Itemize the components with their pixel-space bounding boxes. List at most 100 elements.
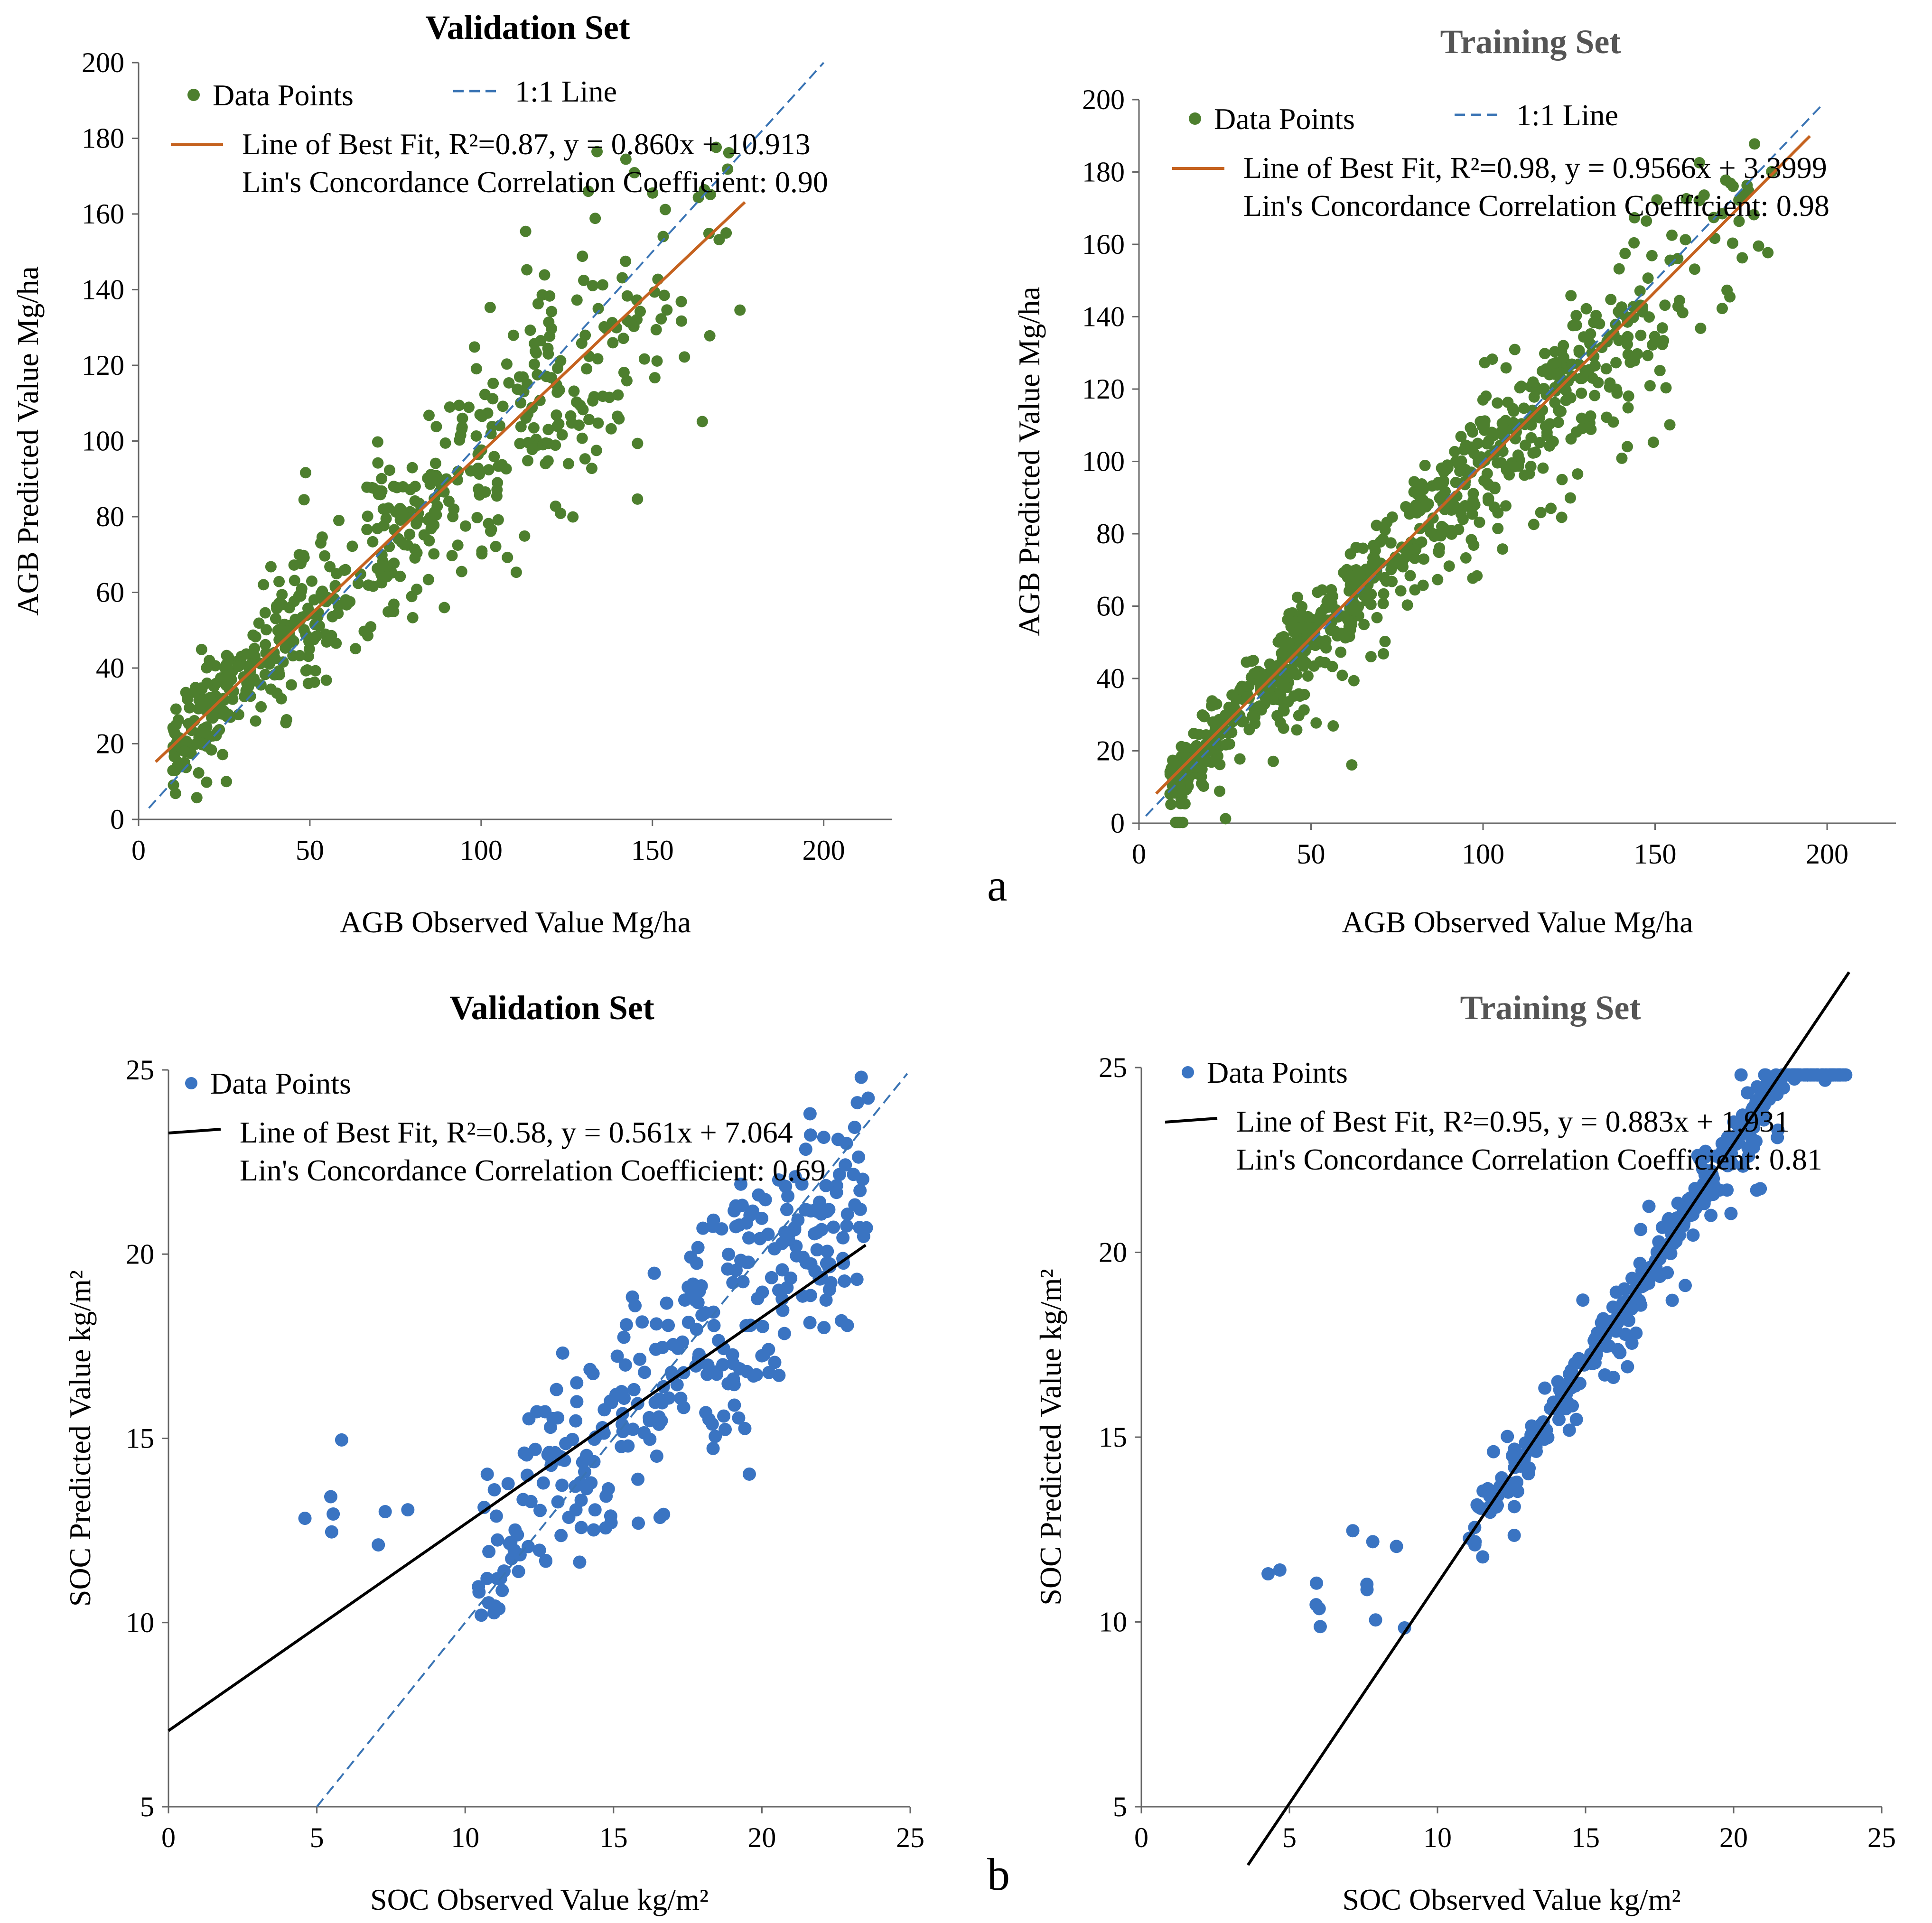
data-point	[803, 1316, 817, 1329]
data-point	[476, 545, 488, 557]
data-point	[1436, 462, 1447, 474]
data-point	[1642, 1199, 1656, 1213]
data-point	[1450, 476, 1462, 488]
data-point	[1512, 449, 1524, 461]
data-point	[632, 1516, 645, 1530]
data-point	[1586, 347, 1598, 359]
data-point	[1535, 507, 1547, 519]
data-point	[532, 1543, 546, 1557]
data-point	[333, 514, 345, 526]
data-point	[638, 1366, 652, 1379]
data-point	[1724, 291, 1736, 303]
data-point	[273, 665, 285, 677]
data-point	[203, 730, 215, 742]
data-point	[472, 1580, 485, 1594]
data-point	[1652, 1235, 1666, 1249]
data-point	[592, 353, 604, 365]
data-point	[1279, 641, 1291, 652]
data-point	[670, 1378, 684, 1392]
data-point	[249, 642, 261, 654]
y-tick-label: 80	[96, 501, 124, 532]
data-point	[574, 1521, 588, 1534]
data-point	[479, 486, 491, 498]
data-point	[1585, 423, 1597, 435]
data-point	[1346, 759, 1358, 771]
data-point	[1467, 495, 1479, 507]
data-point	[691, 1352, 705, 1366]
data-point	[1371, 612, 1383, 623]
x-tick-label: 15	[1571, 1822, 1600, 1853]
data-point	[285, 679, 297, 691]
data-point	[1509, 344, 1521, 355]
data-point	[1446, 525, 1457, 537]
y-tick-label: 60	[96, 577, 124, 608]
data-point	[551, 1495, 565, 1509]
data-point	[517, 371, 529, 383]
data-point	[238, 691, 250, 703]
data-point	[703, 228, 715, 240]
legend-fit-label: Line of Best Fit, R²=0.98, y = 0.9566x +…	[1243, 151, 1827, 185]
data-point	[1294, 622, 1306, 634]
data-point	[1206, 695, 1218, 707]
data-point	[831, 1133, 845, 1146]
data-point	[1431, 479, 1443, 491]
one-to-one-line	[316, 1073, 908, 1808]
data-point	[554, 1529, 568, 1542]
data-point	[259, 607, 271, 619]
data-point	[1277, 678, 1288, 690]
data-point	[1622, 441, 1633, 453]
data-point	[1556, 511, 1568, 523]
y-tick-label: 160	[82, 198, 124, 230]
data-point	[189, 738, 201, 750]
data-point	[362, 511, 373, 522]
data-point	[1267, 755, 1279, 767]
data-point	[404, 529, 416, 540]
data-point	[1170, 817, 1182, 828]
data-point	[298, 549, 309, 561]
data-point	[551, 409, 562, 421]
data-point	[1749, 138, 1761, 150]
data-point	[520, 225, 532, 237]
data-point	[407, 612, 419, 623]
data-point	[423, 535, 435, 547]
data-point	[332, 607, 344, 619]
data-point	[742, 1231, 756, 1245]
data-point	[1409, 543, 1421, 555]
data-point	[1724, 1153, 1737, 1167]
data-point	[217, 749, 229, 761]
data-point	[1357, 542, 1369, 554]
data-point	[832, 1168, 846, 1181]
data-point	[491, 1533, 504, 1547]
data-point	[1371, 520, 1382, 531]
data-point	[497, 400, 509, 412]
data-point	[1596, 1312, 1610, 1326]
data-point	[1220, 739, 1232, 751]
data-point	[1562, 1423, 1576, 1437]
y-tick-label: 180	[1082, 157, 1125, 188]
data-point	[1312, 586, 1324, 598]
data-point	[850, 1273, 864, 1286]
data-point	[1226, 689, 1238, 701]
data-point	[567, 511, 579, 523]
data-point	[1457, 513, 1469, 525]
data-point	[722, 1247, 736, 1261]
data-point	[768, 1356, 782, 1369]
data-point	[1773, 1073, 1786, 1087]
data-point	[633, 1352, 647, 1366]
data-point	[423, 409, 435, 421]
data-point	[1550, 357, 1562, 369]
data-point	[577, 251, 588, 262]
data-point	[707, 1319, 721, 1332]
data-point	[1378, 588, 1390, 600]
data-point	[562, 458, 574, 470]
panel-label-b: b	[987, 1849, 1010, 1900]
data-point	[1214, 785, 1226, 797]
data-point	[784, 1271, 798, 1285]
data-point	[586, 463, 597, 474]
data-point	[430, 509, 442, 521]
legend: Data Points 1:1 Line Line of Best Fit, R²=…	[1172, 98, 1829, 223]
data-point	[840, 1319, 854, 1332]
data-point	[487, 393, 499, 405]
data-point	[1539, 348, 1551, 360]
data-point	[240, 648, 252, 660]
